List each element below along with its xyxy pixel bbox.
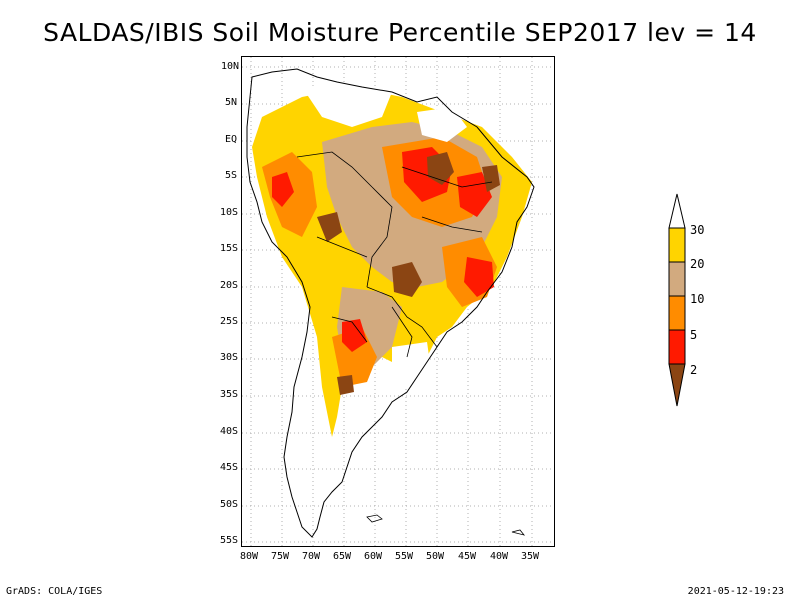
lon-label: 40W: [490, 551, 509, 562]
lon-label: 65W: [333, 551, 352, 562]
lat-label: 45S: [220, 462, 239, 473]
lat-label: 25S: [220, 316, 239, 327]
lat-label: 40S: [220, 426, 239, 437]
country-borders: [296, 151, 493, 358]
lon-label: 75W: [271, 551, 290, 562]
lat-label: 55S: [220, 535, 239, 546]
lat-label: 35S: [220, 389, 239, 400]
colorbar-bottom-arrow: [668, 363, 686, 407]
lat-label: 15S: [220, 243, 239, 254]
legend-label-30: 30: [690, 223, 705, 237]
legend-label-20: 20: [690, 257, 705, 271]
colorbar-segment-20-30: [668, 227, 686, 263]
lon-label: 45W: [458, 551, 477, 562]
lat-label: EQ: [225, 134, 238, 145]
map-svg: [242, 57, 554, 546]
footer-timestamp: 2021-05-12-19:23: [687, 586, 784, 597]
south-america-coastline: [246, 68, 535, 538]
islands: [366, 514, 526, 536]
footer-credit: GrADS: COLA/IGES: [6, 586, 103, 597]
lon-label: 60W: [364, 551, 383, 562]
lat-label: 10S: [220, 207, 239, 218]
colorbar-segment-5-10: [668, 295, 686, 331]
map-title: SALDAS/IBIS Soil Moisture Percentile SEP…: [43, 18, 757, 47]
lon-label: 80W: [240, 551, 259, 562]
lat-label: 20S: [220, 280, 239, 291]
lat-label: 30S: [220, 352, 239, 363]
colorbar: [668, 193, 686, 407]
colorbar-top-arrow: [668, 193, 686, 229]
legend-label-5: 5: [690, 328, 698, 342]
lat-label: 5N: [225, 97, 238, 108]
colorbar-segment-2-5: [668, 329, 686, 365]
lon-label: 70W: [302, 551, 321, 562]
lat-label: 10N: [221, 61, 240, 72]
lat-label: 50S: [220, 499, 239, 510]
lon-label: 35W: [521, 551, 540, 562]
legend-label-2: 2: [690, 363, 698, 377]
lon-label: 55W: [395, 551, 414, 562]
lat-label: 5S: [225, 170, 238, 181]
map-frame: [241, 56, 555, 547]
soil-moisture-field: [252, 82, 532, 437]
colorbar-segment-10-20: [668, 261, 686, 297]
lon-label: 50W: [426, 551, 445, 562]
legend-label-10: 10: [690, 292, 705, 306]
